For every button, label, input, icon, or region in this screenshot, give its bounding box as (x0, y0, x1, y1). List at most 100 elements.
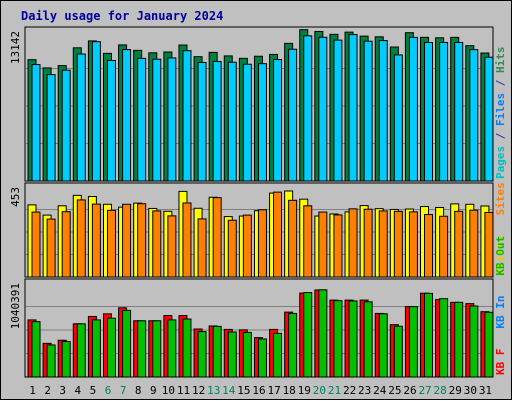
traffic-panel-kb-out-bar-day-18 (288, 312, 298, 378)
x-tick-label-day-6: 6 (105, 384, 112, 397)
hits-panel-files-bar-day-30 (469, 49, 479, 182)
traffic-panel-kb-out-bar-day-4 (76, 323, 86, 378)
hits-panel-files-bar-day-6 (106, 59, 116, 182)
traffic-panel-kb-out-bar-day-12 (197, 331, 207, 378)
visits-panel-sites-bar-day-16 (257, 209, 267, 278)
hits-panel-legend-item-1: Pages (494, 146, 507, 179)
traffic-panel-legend-item-2: / (494, 329, 507, 349)
traffic-panel-kb-out-bar-day-20 (318, 289, 328, 378)
x-tick-label-day-27: 27 (418, 384, 431, 397)
traffic-panel-kb-out-bar-day-25 (393, 325, 403, 378)
x-tick-label-day-11: 11 (177, 384, 190, 397)
hits-panel-files-bar-day-17 (273, 59, 283, 182)
visits-panel-sites-bar-day-26 (408, 211, 418, 278)
visits-panel-legend-item-1: Visits (494, 235, 507, 275)
visits-panel-sites-bar-day-11 (182, 202, 192, 278)
x-tick-label-day-28: 28 (434, 384, 447, 397)
x-tick-label-day-25: 25 (388, 384, 401, 397)
hits-panel-files-bar-day-10 (167, 57, 177, 182)
traffic-panel-legend-item-1: KB F (494, 349, 507, 376)
hits-panel-files-bar-day-9 (152, 58, 162, 182)
hits-panel-files-bar-day-21 (333, 39, 343, 182)
hits-panel-files-bar-day-31 (484, 56, 494, 182)
visits-panel-sites-bar-day-14 (227, 219, 237, 278)
traffic-panel-legend-item-5: KB Out (494, 236, 507, 276)
traffic-panel-kb-out-bar-day-16 (257, 338, 267, 378)
visits-panel-sites-bar-day-22 (348, 208, 358, 278)
traffic-panel-kb-out-bar-day-3 (61, 341, 71, 378)
hits-panel-files-bar-day-13 (212, 60, 222, 182)
traffic-panel-kb-out-bar-day-21 (333, 300, 343, 378)
hits-panel-files-bar-day-3 (61, 69, 71, 182)
hits-panel-legend-item-3: Files (494, 93, 507, 126)
hits-panel-legend-item-4: / (494, 73, 507, 93)
hits-panel-files-bar-day-14 (227, 61, 237, 182)
visits-panel-sites-bar-day-29 (454, 210, 464, 278)
traffic-panel-kb-out-bar-day-7 (122, 309, 132, 378)
visits-panel-sites-bar-day-23 (363, 208, 373, 278)
x-tick-label-day-10: 10 (162, 384, 175, 397)
visits-panel-legend: Visits / Sites (494, 182, 507, 275)
chart-title: Daily usage for January 2024 (21, 9, 223, 23)
traffic-panel-kb-out-bar-day-30 (469, 305, 479, 378)
traffic-panel-kb-out-bar-day-24 (378, 313, 388, 378)
visits-panel-sites-bar-day-24 (378, 210, 388, 278)
hits-panel-files-bar-day-24 (378, 40, 388, 182)
x-tick-label-day-23: 23 (358, 384, 371, 397)
x-tick-label-day-8: 8 (135, 384, 142, 397)
hits-panel-files-bar-day-27 (424, 41, 434, 182)
visits-panel-sites-bar-day-19 (303, 205, 313, 278)
traffic-panel-kb-out-bar-day-26 (408, 306, 418, 378)
visits-panel-sites-bar-day-21 (333, 214, 343, 278)
visits-panel-ymax-label: 453 (9, 187, 22, 207)
x-tick-label-day-31: 31 (479, 384, 492, 397)
traffic-panel-kb-out-bar-day-23 (363, 301, 373, 378)
visits-panel-sites-bar-day-3 (61, 211, 71, 278)
traffic-panel-kb-out-bar-day-9 (152, 320, 162, 378)
x-tick-label-day-3: 3 (59, 384, 66, 397)
traffic-panel-kb-out-bar-day-11 (182, 318, 192, 378)
traffic-panel-kb-out-bar-day-27 (424, 292, 434, 378)
visits-panel-sites-bar-day-25 (393, 210, 403, 278)
traffic-panel-kb-out-bar-day-14 (227, 331, 237, 378)
traffic-panel-kb-out-bar-day-6 (106, 317, 116, 378)
visits-panel-sites-bar-day-9 (152, 210, 162, 278)
traffic-panel-kb-out-bar-day-31 (484, 311, 494, 378)
traffic-panel-kb-out-bar-day-22 (348, 300, 358, 378)
traffic-panel-kb-out-bar-day-1 (31, 321, 41, 378)
hits-panel-files-bar-day-7 (122, 49, 132, 182)
visits-panel-sites-bar-day-5 (91, 203, 101, 278)
traffic-panel-kb-out-bar-day-17 (273, 332, 283, 378)
x-tick-label-day-2: 2 (44, 384, 51, 397)
hits-panel-files-bar-day-12 (197, 61, 207, 182)
hits-panel-files-bar-day-28 (439, 41, 449, 182)
visits-panel-sites-bar-day-31 (484, 211, 494, 278)
traffic-panel-kb-out-bar-day-19 (303, 292, 313, 378)
visits-panel-sites-bar-day-10 (167, 215, 177, 278)
visits-panel-sites-bar-day-12 (197, 218, 207, 278)
x-tick-label-day-13: 13 (207, 384, 220, 397)
x-tick-label-day-24: 24 (373, 384, 387, 397)
visits-panel-sites-bar-day-2 (46, 218, 56, 278)
visits-panel-sites-bar-day-13 (212, 197, 222, 278)
x-tick-label-day-9: 9 (150, 384, 157, 397)
hits-panel-files-bar-day-5 (91, 41, 101, 182)
x-tick-label-day-15: 15 (237, 384, 250, 397)
hits-panel-files-bar-day-18 (288, 48, 298, 182)
hits-panel-files-bar-day-16 (257, 63, 267, 182)
visits-panel-sites-bar-day-1 (31, 211, 41, 278)
visits-panel-sites-bar-day-4 (76, 199, 86, 278)
visits-panel-sites-bar-day-28 (439, 215, 449, 278)
x-tick-label-day-22: 22 (343, 384, 356, 397)
traffic-panel-legend: KB F / KB In / KB Out (494, 236, 507, 375)
x-tick-label-day-7: 7 (120, 384, 127, 397)
hits-panel-files-bar-day-20 (318, 36, 328, 182)
traffic-panel-kb-out-bar-day-5 (91, 319, 101, 378)
x-tick-label-day-19: 19 (298, 384, 311, 397)
hits-panel-files-bar-day-4 (76, 53, 86, 182)
visits-panel-sites-bar-day-7 (122, 203, 132, 278)
x-tick-label-day-5: 5 (90, 384, 97, 397)
traffic-panel-kb-out-bar-day-13 (212, 325, 222, 378)
